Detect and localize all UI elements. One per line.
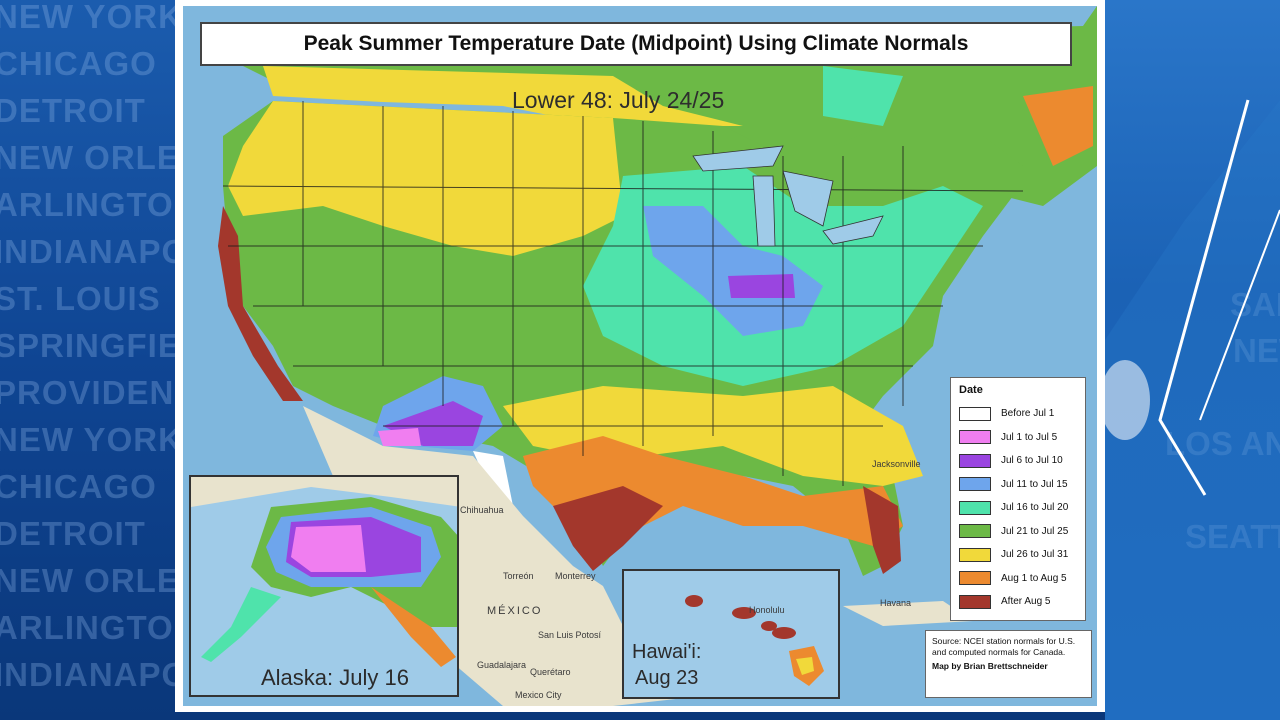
- city-text: INDIANAPOLIS: [0, 656, 175, 693]
- city-text: LOS ANGELES: [1165, 425, 1280, 463]
- hawaii-map: [624, 571, 838, 697]
- chevron-graphic: [1105, 99, 1280, 720]
- legend-swatch: [959, 500, 991, 515]
- city-text: ST. LOUIS: [0, 280, 161, 317]
- source-box: Source: NCEI station normals for U.S. an…: [925, 630, 1092, 698]
- map-credit: Map by Brian Brettschneider: [932, 661, 1048, 671]
- legend-label: After Aug 5: [1001, 596, 1051, 608]
- legend-item: After Aug 5: [959, 590, 1077, 614]
- legend-item: Jul 1 to Jul 5: [959, 426, 1077, 450]
- city-text: CHICAGO: [0, 45, 157, 82]
- city-text: CHICAGO: [0, 468, 157, 505]
- legend-item: Jul 16 to Jul 20: [959, 496, 1077, 520]
- place-mexico: MÉXICO: [487, 605, 543, 617]
- map-title-box: Peak Summer Temperature Date (Midpoint) …: [200, 22, 1072, 66]
- city-text: DETROIT: [0, 515, 146, 552]
- place-torreon: Torreón: [503, 571, 534, 581]
- legend-swatch: [959, 430, 991, 445]
- legend-swatch: [959, 477, 991, 492]
- legend-item: Jul 21 to Jul 25: [959, 520, 1077, 544]
- legend-label: Jul 26 to Jul 31: [1001, 549, 1069, 561]
- source-text: Source: NCEI station normals for U.S. an…: [932, 636, 1076, 657]
- alaska-inset: Alaska: July 16: [189, 475, 459, 697]
- place-monterrey: Monterrey: [555, 571, 596, 581]
- place-mexico-city: Mexico City: [515, 690, 562, 700]
- legend-label: Jul 16 to Jul 20: [1001, 502, 1069, 514]
- hawaii-inset: Hawai'i: Aug 23 Honolulu: [622, 569, 840, 699]
- city-text: NEW ORLEANS: [0, 562, 175, 599]
- city-text: NEW YORK: [0, 421, 175, 458]
- city-text: INDIANAPOLIS: [0, 233, 175, 270]
- place-jacksonville: Jacksonville: [872, 459, 921, 469]
- legend-swatch: [959, 524, 991, 539]
- lower48-label: Lower 48: July 24/25: [512, 87, 725, 113]
- place-guadalajara: Guadalajara: [477, 660, 527, 670]
- right-background-panel: [1105, 0, 1280, 720]
- place-havana: Havana: [880, 598, 912, 608]
- legend-title: Date: [959, 384, 983, 396]
- legend-swatch: [959, 547, 991, 562]
- legend-item: Aug 1 to Aug 5: [959, 567, 1077, 591]
- legend-label: Jul 11 to Jul 15: [1001, 478, 1068, 490]
- alaska-map: [191, 477, 457, 695]
- city-text: NEW YORK: [0, 0, 175, 35]
- hawaii-label: Hawai'i: Aug 23: [632, 639, 701, 691]
- legend-label: Jul 1 to Jul 5: [1001, 431, 1058, 443]
- legend-rows: Before Jul 1 Jul 1 to Jul 5 Jul 6 to Jul 1…: [959, 402, 1077, 614]
- city-text: SEATTLE: [1185, 518, 1280, 556]
- city-text: ARLINGTON: [0, 186, 175, 223]
- hawaii-label-line1: Hawai'i:: [632, 641, 702, 663]
- legend-label: Jul 21 to Jul 25: [1001, 525, 1069, 537]
- city-text: PROVIDENCE: [0, 374, 175, 411]
- city-text: NEW: [1233, 332, 1280, 370]
- city-text: NEW ORLEANS: [0, 139, 175, 176]
- legend-swatch: [959, 571, 991, 586]
- legend-swatch: [959, 453, 991, 468]
- legend-label: Before Jul 1: [1001, 408, 1055, 420]
- legend-item: Jul 26 to Jul 31: [959, 543, 1077, 567]
- legend-item: Before Jul 1: [959, 402, 1077, 426]
- legend-item: Jul 6 to Jul 10: [959, 449, 1077, 473]
- background-city-list-right: SAN NEW LOS ANGELES SEATTLE: [1105, 0, 1280, 720]
- legend-swatch: [959, 406, 991, 421]
- legend-label: Aug 1 to Aug 5: [1001, 572, 1067, 584]
- alaska-label: Alaska: July 16: [261, 665, 409, 690]
- place-honolulu: Honolulu: [749, 605, 785, 615]
- map-legend: Date Before Jul 1 Jul 1 to Jul 5 Jul 6 to …: [950, 377, 1086, 621]
- city-text: SPRINGFIELD: [0, 327, 175, 364]
- place-queretaro: Querétaro: [530, 667, 571, 677]
- hawaii-label-line2: Aug 23: [635, 667, 699, 689]
- city-text: ARLINGTON: [0, 609, 175, 646]
- legend-label: Jul 6 to Jul 10: [1001, 455, 1063, 467]
- background-city-list-left: NEW YORK CHICAGO DETROIT NEW ORLEANS ARL…: [0, 0, 175, 720]
- place-san-luis: San Luis Potosí: [538, 630, 602, 640]
- city-text: DETROIT: [0, 92, 146, 129]
- legend-swatch: [959, 594, 991, 609]
- map-title: Peak Summer Temperature Date (Midpoint) …: [303, 32, 969, 55]
- legend-item: Jul 11 to Jul 15: [959, 473, 1077, 497]
- place-chihuahua: Chihuahua: [460, 505, 504, 515]
